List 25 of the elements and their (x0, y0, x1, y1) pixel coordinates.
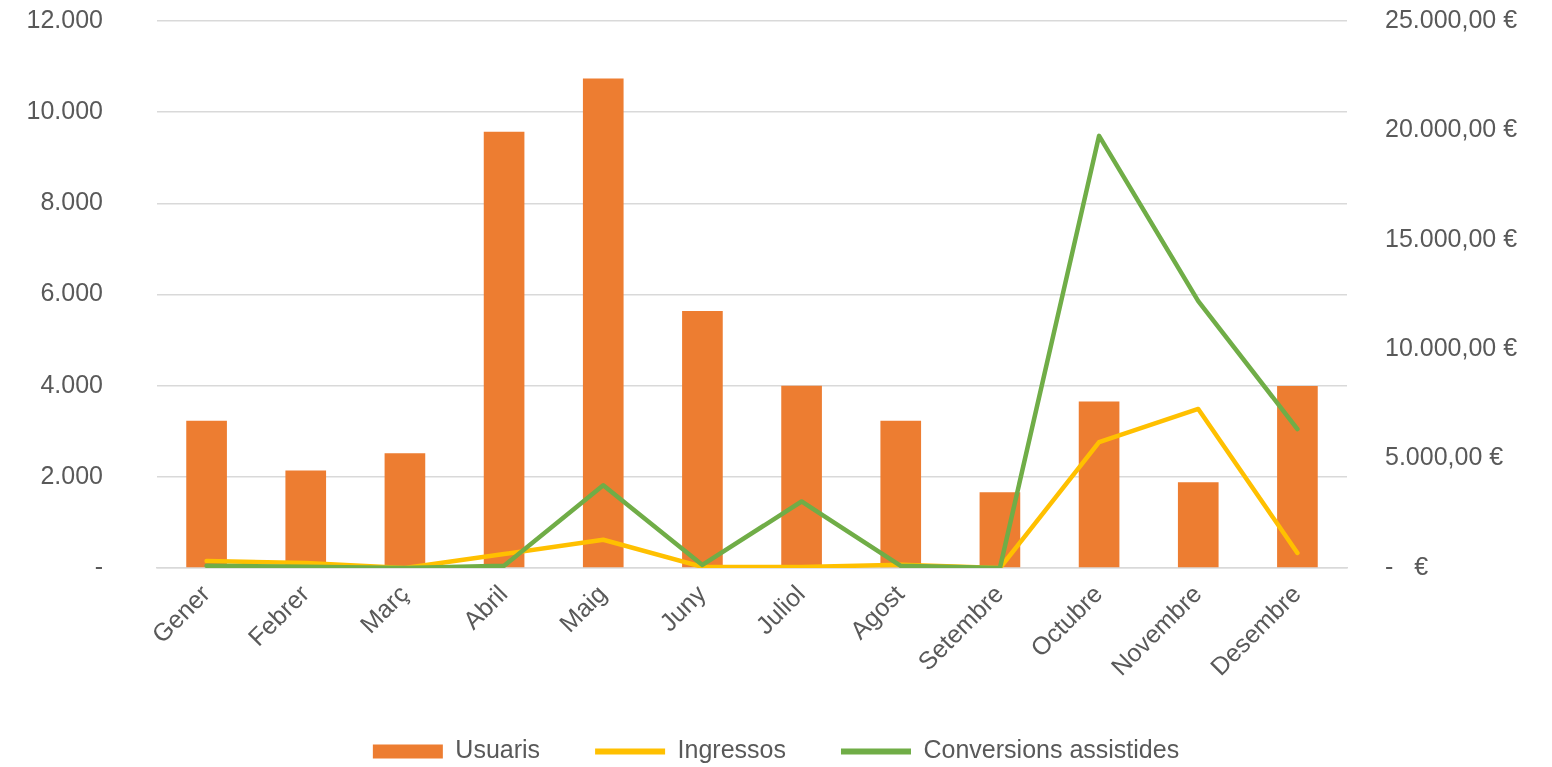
bar (483, 131, 525, 568)
y-tick-label: 2.000 (40, 460, 103, 489)
bar (582, 78, 624, 568)
legend-label: Conversions assistides (923, 735, 1180, 764)
bar (1078, 401, 1120, 568)
legend-label: Ingressos (677, 735, 786, 764)
bar (384, 453, 426, 568)
y2-tick-label: 20.000,00 € (1385, 114, 1518, 143)
bar (1277, 386, 1318, 568)
y2-tick-label: 5.000,00 € (1385, 442, 1504, 471)
y-tick-label: 4.000 (40, 369, 103, 398)
y-tick-label: - (94, 551, 103, 580)
bar (186, 420, 227, 568)
bar (781, 385, 822, 568)
y-tick-label: 10.000 (26, 96, 103, 125)
y2-tick-label: 10.000,00 € (1385, 333, 1518, 362)
y-tick-label: 12.000 (26, 4, 103, 33)
legend-label: Usuaris (455, 735, 541, 764)
bar (682, 310, 723, 568)
y2-tick-label: 15.000,00 € (1385, 223, 1518, 252)
y-tick-label: 6.000 (40, 278, 103, 307)
y2-tick-label: 25.000,00 € (1385, 4, 1518, 33)
y-tick-label: 8.000 (40, 187, 103, 216)
y2-tick-label: - € (1385, 551, 1429, 580)
bar (1177, 482, 1219, 568)
